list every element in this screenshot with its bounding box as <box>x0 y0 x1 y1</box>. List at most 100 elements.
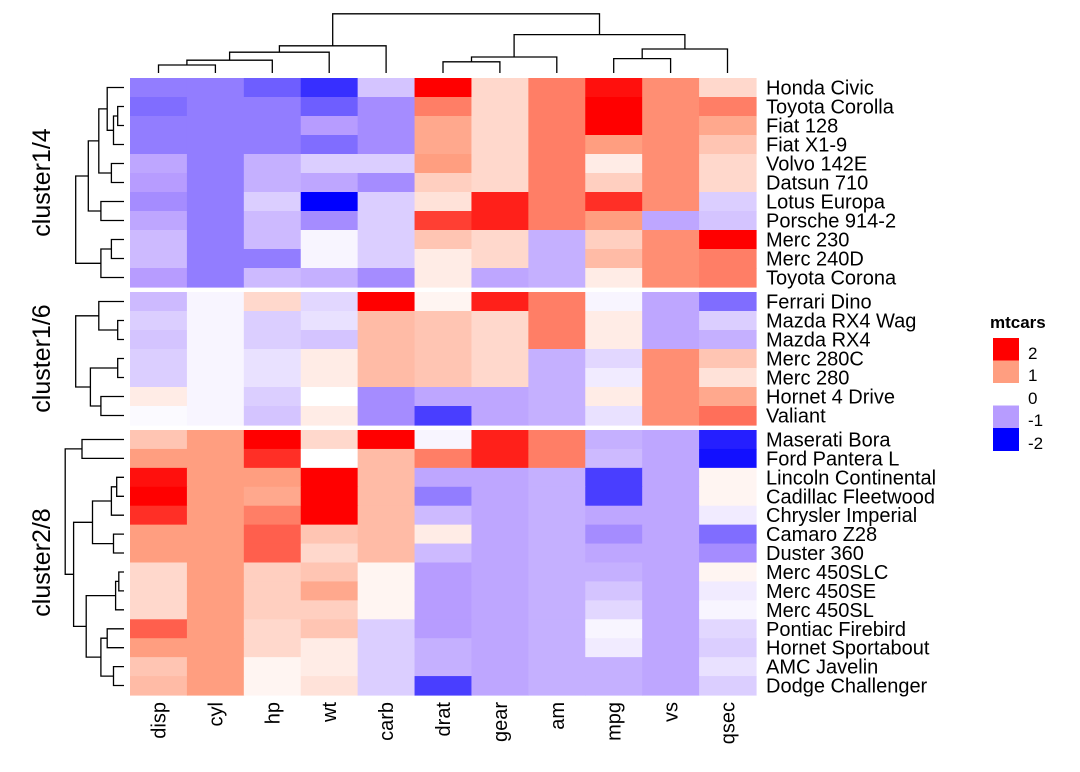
cell-fiat-x1-9-cyl <box>186 135 245 155</box>
cell-hornet-4-drive-carb <box>357 387 416 407</box>
row-label-fiat-x1-9: Fiat X1-9 <box>766 135 847 157</box>
cell-merc-230-drat <box>414 230 473 250</box>
row-label-merc-280c: Merc 280C <box>766 349 864 371</box>
cell-fiat-128-wt <box>300 116 359 136</box>
row-dendrogram-branch <box>91 500 114 545</box>
cell-pontiac-firebird-vs <box>642 619 700 639</box>
cell-chrysler-imperial-am <box>528 505 586 526</box>
cell-honda-civic-am <box>528 78 586 98</box>
cell-pontiac-firebird-gear <box>471 619 529 639</box>
cell-merc-280-am <box>528 368 586 388</box>
cell-pontiac-firebird-hp <box>243 619 302 639</box>
cell-merc-450se-qsec <box>699 581 757 601</box>
cell-fiat-x1-9-am <box>528 135 586 155</box>
row-label-mazda-rx4-wag: Mazda RX4 Wag <box>766 311 916 333</box>
cell-ferrari-dino-gear <box>471 292 529 312</box>
cell-toyota-corolla-am <box>528 97 586 117</box>
cell-duster-360-vs <box>642 543 700 564</box>
cell-toyota-corona-vs <box>642 268 700 288</box>
cell-toyota-corona-hp <box>243 268 302 288</box>
cell-toyota-corolla-qsec <box>699 97 757 117</box>
cell-merc-240d-qsec <box>699 249 757 269</box>
cell-camaro-z28-qsec <box>699 524 757 545</box>
legend-swatch-1 <box>993 360 1019 384</box>
cell-merc-230-vs <box>642 230 700 250</box>
row-label-dodge-challenger: Dodge Challenger <box>766 676 928 698</box>
cell-merc-450sl-disp <box>130 600 188 620</box>
cell-fiat-128-carb <box>357 116 416 136</box>
cell-ferrari-dino-hp <box>243 292 302 312</box>
cell-merc-240d-vs <box>642 249 700 269</box>
cell-fiat-x1-9-qsec <box>699 135 757 155</box>
cell-hornet-sportabout-gear <box>471 638 529 658</box>
cell-lincoln-continental-disp <box>130 467 188 488</box>
cell-merc-280c-drat <box>414 349 473 369</box>
cell-cadillac-fleetwood-vs <box>642 486 700 507</box>
cell-valiant-wt <box>300 406 359 426</box>
cell-hornet-4-drive-gear <box>471 387 529 407</box>
cell-amc-javelin-am <box>528 657 586 677</box>
cell-toyota-corolla-hp <box>243 97 302 117</box>
cell-chrysler-imperial-carb <box>357 505 416 526</box>
legend-swatch-0 <box>993 383 1019 406</box>
cell-amc-javelin-mpg <box>585 657 643 677</box>
cell-lotus-europa-carb <box>357 192 416 212</box>
cell-honda-civic-drat <box>414 78 473 98</box>
cell-dodge-challenger-qsec <box>699 676 757 696</box>
cell-dodge-challenger-vs <box>642 676 700 696</box>
cell-toyota-corolla-cyl <box>186 97 245 117</box>
cell-mazda-rx4-carb <box>357 330 416 350</box>
cell-chrysler-imperial-disp <box>130 505 188 526</box>
cell-porsche-914-2-hp <box>243 211 302 231</box>
row-dendrogram-branch <box>100 200 124 222</box>
cell-merc-280c-cyl <box>186 349 245 369</box>
cell-valiant-am <box>528 406 586 426</box>
row-label-datsun-710: Datsun 710 <box>766 173 868 195</box>
cell-volvo-142e-drat <box>414 154 473 174</box>
cell-merc-230-carb <box>357 230 416 250</box>
cell-merc-280-carb <box>357 368 416 388</box>
cell-merc-230-disp <box>130 230 188 250</box>
row-dendrogram-branch <box>75 175 101 264</box>
cell-mazda-rx4-am <box>528 330 586 350</box>
cell-amc-javelin-vs <box>642 657 700 677</box>
cell-hornet-sportabout-cyl <box>186 638 245 658</box>
cell-fiat-x1-9-carb <box>357 135 416 155</box>
cell-pontiac-firebird-cyl <box>186 619 245 639</box>
cell-dodge-challenger-mpg <box>585 676 643 696</box>
column-label-vs: vs <box>661 702 683 722</box>
cell-datsun-710-cyl <box>186 173 245 193</box>
cell-maserati-bora-mpg <box>585 430 643 450</box>
cell-merc-450se-gear <box>471 581 529 601</box>
cell-merc-280c-qsec <box>699 349 757 369</box>
cell-mazda-rx4-wag-disp <box>130 311 188 331</box>
cell-camaro-z28-mpg <box>585 524 643 545</box>
cell-porsche-914-2-gear <box>471 211 529 231</box>
cell-hornet-4-drive-hp <box>243 387 302 407</box>
column-dendrogram-branch <box>442 61 501 73</box>
cell-merc-280-gear <box>471 368 529 388</box>
row-dendrogram-branch <box>110 486 124 516</box>
cell-pontiac-firebird-drat <box>414 619 473 639</box>
column-dendrogram-branch <box>332 13 601 46</box>
cell-duster-360-wt <box>300 543 359 564</box>
cell-merc-450slc-carb <box>357 562 416 583</box>
cell-volvo-142e-wt <box>300 154 359 174</box>
cell-merc-280-cyl <box>186 368 245 388</box>
row-label-camaro-z28: Camaro Z28 <box>766 524 877 546</box>
cell-datsun-710-wt <box>300 173 359 193</box>
cell-duster-360-am <box>528 543 586 564</box>
column-label-am: am <box>547 702 569 730</box>
row-dendrogram-branch <box>75 315 99 388</box>
cell-merc-450sl-wt <box>300 600 359 620</box>
cell-amc-javelin-wt <box>300 657 359 677</box>
row-label-toyota-corona: Toyota Corona <box>766 268 897 290</box>
cell-ford-pantera-l-carb <box>357 448 416 469</box>
cell-pontiac-firebird-qsec <box>699 619 757 639</box>
cell-merc-450slc-mpg <box>585 562 643 583</box>
cell-porsche-914-2-cyl <box>186 211 245 231</box>
cell-merc-230-cyl <box>186 230 245 250</box>
cell-camaro-z28-hp <box>243 524 302 545</box>
cell-dodge-challenger-wt <box>300 676 359 696</box>
cell-merc-450se-cyl <box>186 581 245 601</box>
